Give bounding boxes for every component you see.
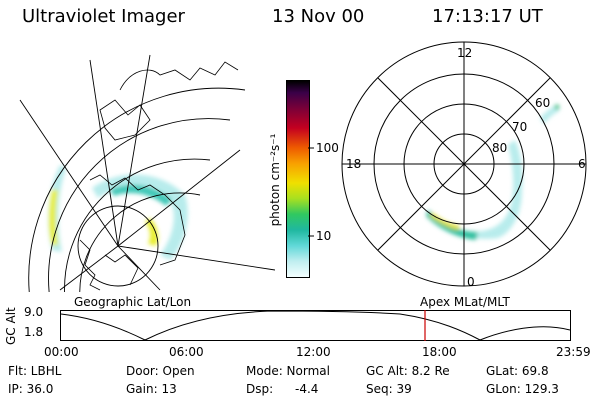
apex-caption: Apex MLat/MLT — [420, 295, 510, 309]
x-tick-0000: 00:00 — [44, 345, 79, 359]
door-label: Door: Open — [126, 364, 195, 378]
instrument-title: Ultraviolet Imager — [22, 6, 185, 27]
y-tick-9: 9.0 — [24, 305, 44, 319]
geographic-caption: Geographic Lat/Lon — [74, 295, 192, 309]
glon-label: GLon: 129.3 — [486, 382, 559, 396]
flt-label: Flt: LBHL — [8, 364, 62, 378]
x-tick-2359: 23:59 — [556, 345, 591, 359]
glat-label: GLat: 69.8 — [486, 364, 549, 378]
mode-label: Mode: Normal — [246, 364, 330, 378]
colorbar-tick-100: 100 — [316, 141, 339, 155]
date-label: 13 Nov 00 — [272, 6, 365, 27]
time-label: 17:13:17 UT — [432, 6, 543, 27]
x-tick-1200: 12:00 — [296, 345, 331, 359]
mlt-label-12: 12 — [457, 46, 473, 60]
colorbar-tick-10: 10 — [316, 229, 332, 243]
mlat-label-70: 70 — [512, 120, 528, 134]
x-tick-0600: 06:00 — [169, 345, 204, 359]
gain-label: Gain: 13 — [126, 382, 177, 396]
x-tick-1800: 18:00 — [422, 345, 457, 359]
gc-alt-label: GC Alt: 8.2 Re — [366, 364, 450, 378]
dsp-label: Dsp: — [246, 382, 274, 396]
dsp-value: -4.4 — [295, 382, 319, 396]
mlt-label-0: 0 — [467, 275, 475, 289]
y-tick-1-8: 1.8 — [24, 325, 44, 339]
mlt-label-18: 18 — [346, 157, 362, 171]
mlt-label-6: 6 — [578, 157, 586, 171]
seq-label: Seq: 39 — [366, 382, 412, 396]
ip-label: IP: 36.0 — [8, 382, 54, 396]
colorbar — [286, 80, 310, 278]
mlat-label-60: 60 — [535, 96, 551, 110]
mlat-label-80: 80 — [492, 141, 508, 155]
